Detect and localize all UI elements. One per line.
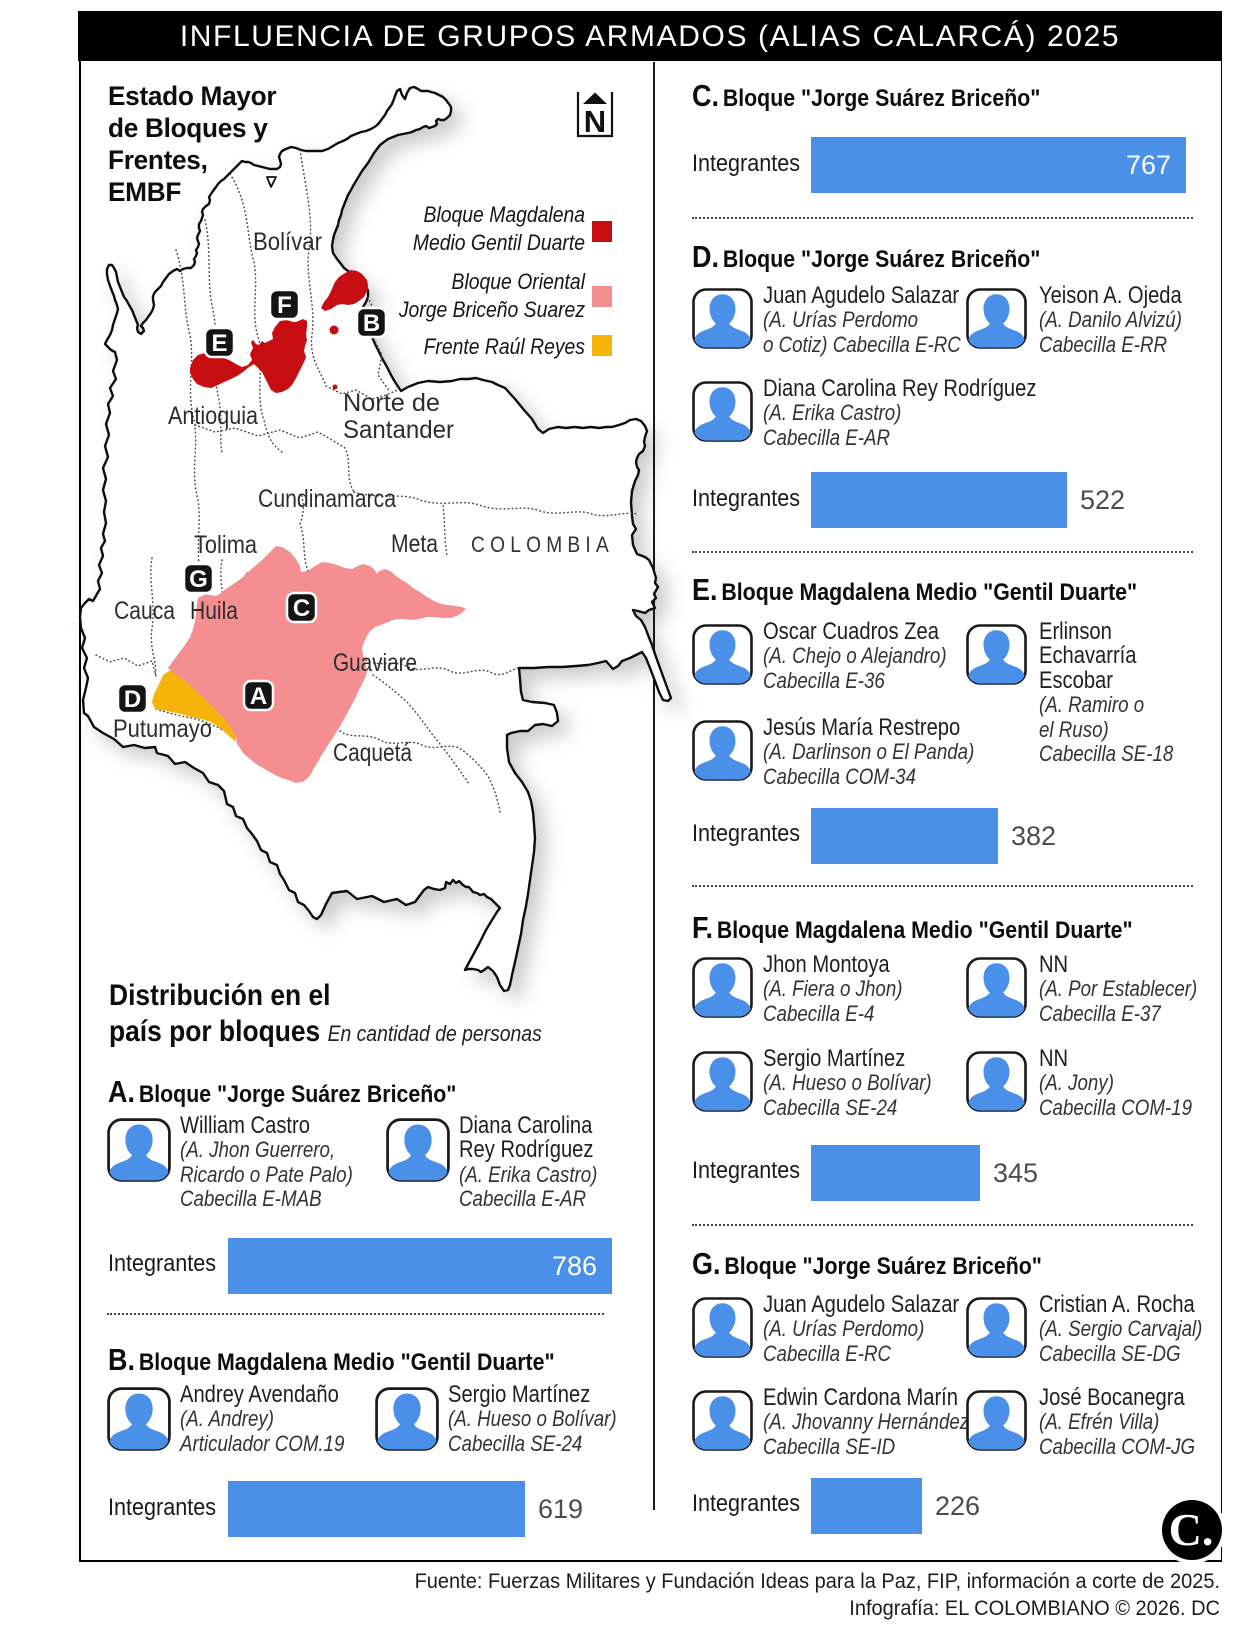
svg-text:E: E bbox=[211, 330, 227, 357]
svg-text:A: A bbox=[250, 683, 267, 710]
svg-text:Bolívar: Bolívar bbox=[253, 228, 322, 256]
svg-text:B: B bbox=[363, 310, 380, 337]
svg-text:D: D bbox=[124, 686, 141, 713]
svg-text:N: N bbox=[584, 104, 606, 139]
svg-text:COLOMBIA: COLOMBIA bbox=[471, 532, 614, 557]
svg-text:Cauca: Cauca bbox=[114, 597, 175, 625]
svg-text:Norte de: Norte de bbox=[343, 389, 440, 417]
svg-text:Tolima: Tolima bbox=[194, 531, 257, 559]
svg-text:Guaviare: Guaviare bbox=[333, 649, 417, 677]
svg-text:Santander: Santander bbox=[343, 416, 454, 444]
svg-text:Caquetá: Caquetá bbox=[333, 739, 412, 767]
svg-text:C: C bbox=[293, 595, 310, 622]
svg-text:Huila: Huila bbox=[190, 597, 238, 625]
svg-text:F: F bbox=[277, 292, 292, 319]
svg-text:Cundinamarca: Cundinamarca bbox=[258, 485, 396, 513]
svg-text:Meta: Meta bbox=[391, 530, 438, 558]
svg-text:Antioquia: Antioquia bbox=[168, 402, 258, 430]
svg-text:Putumayo: Putumayo bbox=[113, 715, 212, 743]
svg-text:G: G bbox=[189, 566, 208, 593]
